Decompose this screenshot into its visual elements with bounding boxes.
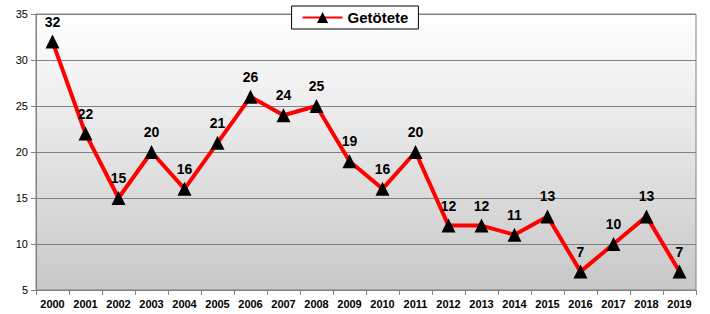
svg-text:16: 16 [375,161,391,177]
svg-text:10: 10 [606,216,622,232]
svg-text:7: 7 [577,244,585,260]
svg-text:32: 32 [45,14,61,30]
svg-text:20: 20 [16,146,28,158]
svg-text:15: 15 [111,170,127,186]
svg-text:2016: 2016 [568,298,592,310]
svg-text:19: 19 [342,133,358,149]
svg-text:13: 13 [540,188,556,204]
svg-text:7: 7 [676,244,684,260]
svg-text:20: 20 [408,124,424,140]
svg-text:25: 25 [309,78,325,94]
svg-text:2015: 2015 [535,298,559,310]
svg-text:2001: 2001 [73,298,97,310]
svg-text:20: 20 [144,124,160,140]
svg-text:2000: 2000 [40,298,64,310]
svg-text:2005: 2005 [205,298,229,310]
svg-text:30: 30 [16,54,28,66]
svg-text:2014: 2014 [502,298,527,310]
svg-text:2008: 2008 [304,298,328,310]
svg-text:2012: 2012 [436,298,460,310]
svg-text:26: 26 [243,69,259,85]
svg-text:22: 22 [78,106,94,122]
svg-text:2018: 2018 [634,298,658,310]
svg-text:2013: 2013 [469,298,493,310]
svg-text:2002: 2002 [106,298,130,310]
svg-text:2009: 2009 [337,298,361,310]
svg-text:15: 15 [16,192,28,204]
svg-text:2017: 2017 [601,298,625,310]
svg-text:2003: 2003 [139,298,163,310]
svg-text:25: 25 [16,100,28,112]
svg-text:Getötete: Getötete [348,9,409,26]
svg-text:5: 5 [22,284,28,296]
svg-text:2011: 2011 [404,298,428,310]
svg-text:35: 35 [16,8,28,20]
svg-text:13: 13 [639,188,655,204]
svg-text:2006: 2006 [238,298,262,310]
svg-text:21: 21 [210,115,226,131]
svg-text:2019: 2019 [667,298,691,310]
svg-text:24: 24 [276,87,292,103]
svg-text:12: 12 [474,198,490,214]
svg-text:12: 12 [441,198,457,214]
svg-text:2007: 2007 [271,298,295,310]
svg-text:16: 16 [177,161,193,177]
svg-text:2010: 2010 [370,298,394,310]
svg-text:2004: 2004 [172,298,197,310]
svg-text:11: 11 [507,207,522,223]
svg-text:10: 10 [16,238,28,250]
